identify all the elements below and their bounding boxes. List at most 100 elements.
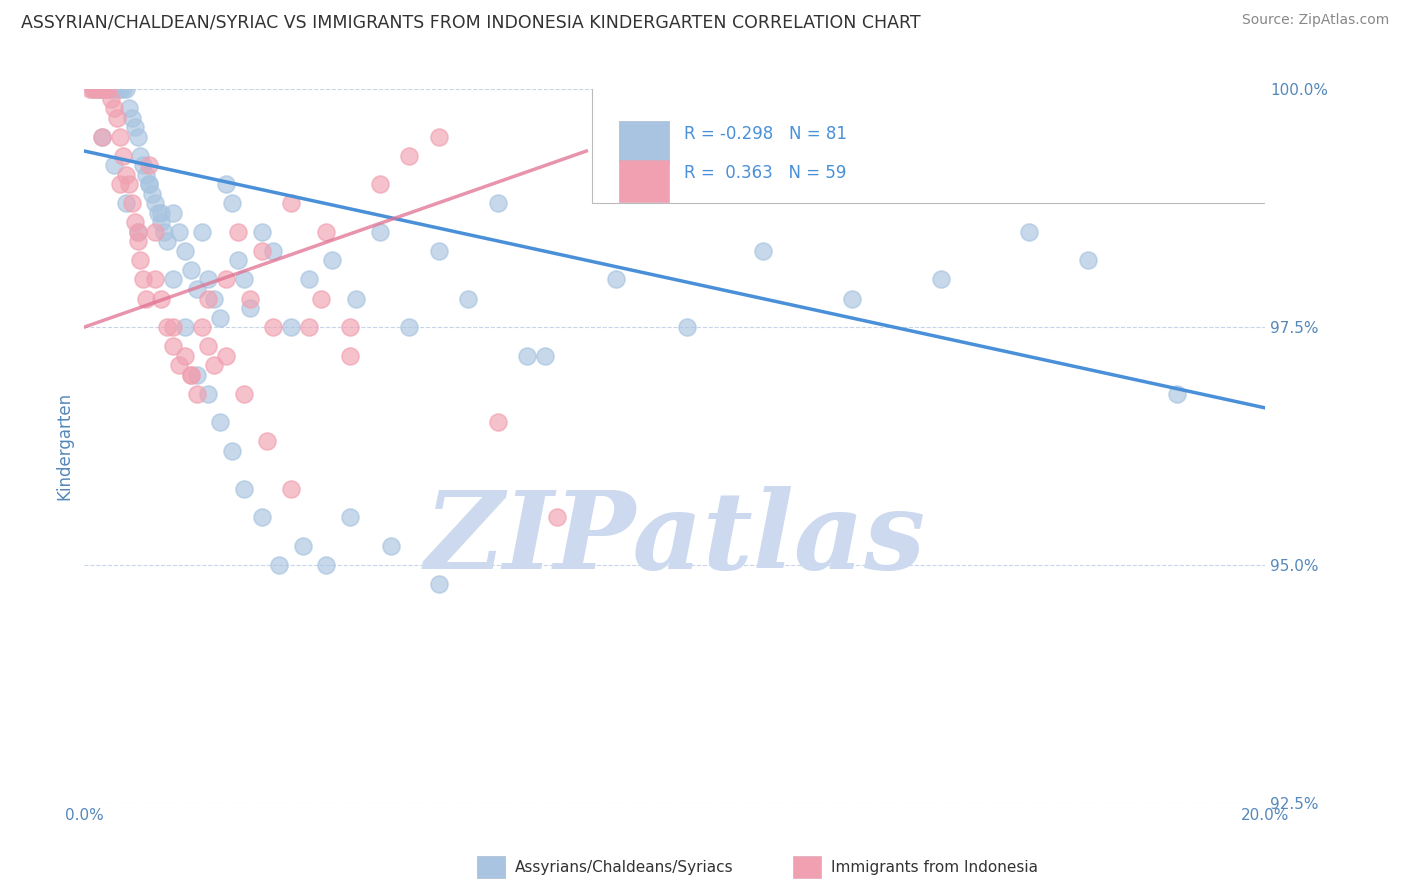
Point [675, 320, 697, 334]
Point [339, 320, 361, 334]
Point [929, 272, 952, 286]
Point [180, 368, 202, 382]
Point [215, 178, 238, 192]
Text: ZIPatlas: ZIPatlas [425, 486, 925, 591]
Point [148, 206, 170, 220]
Point [250, 225, 273, 239]
Point [197, 272, 219, 286]
Point [298, 320, 321, 334]
Point [167, 225, 190, 239]
Point [135, 168, 157, 182]
Point [97, 82, 120, 96]
FancyBboxPatch shape [620, 160, 669, 202]
Point [202, 292, 225, 306]
Point [256, 434, 278, 449]
Point [156, 320, 179, 334]
Point [250, 244, 273, 258]
Point [132, 272, 155, 286]
Point [91, 129, 114, 144]
Point [239, 301, 262, 315]
Point [309, 292, 332, 306]
Point [150, 206, 173, 220]
Point [87, 82, 111, 96]
Point [262, 244, 284, 258]
Point [486, 415, 509, 429]
Point [105, 82, 128, 96]
Point [262, 320, 284, 334]
Point [344, 292, 367, 306]
Point [127, 225, 149, 239]
Point [87, 82, 111, 96]
Point [226, 225, 249, 239]
Point [162, 272, 184, 286]
Point [105, 111, 128, 125]
Point [427, 129, 450, 144]
Point [752, 244, 775, 258]
Point [79, 82, 101, 96]
Point [280, 320, 302, 334]
Point [380, 539, 402, 553]
Point [226, 253, 249, 268]
Point [162, 320, 184, 334]
Point [221, 443, 243, 458]
Point [232, 272, 254, 286]
Point [103, 82, 125, 96]
Point [162, 339, 184, 353]
Point [173, 349, 195, 363]
Point [84, 82, 107, 96]
Point [173, 320, 195, 334]
Text: Immigrants from Indonesia: Immigrants from Indonesia [831, 861, 1038, 875]
Point [186, 368, 208, 382]
Point [215, 349, 238, 363]
Point [173, 244, 195, 258]
Point [124, 120, 146, 135]
Point [1018, 225, 1040, 239]
Point [108, 129, 131, 144]
Point [143, 272, 166, 286]
Point [291, 539, 314, 553]
Point [197, 339, 219, 353]
Point [143, 196, 166, 211]
Point [298, 272, 321, 286]
Point [215, 272, 238, 286]
Point [156, 235, 179, 249]
Point [516, 349, 538, 363]
Point [127, 129, 149, 144]
Point [269, 558, 291, 572]
Point [191, 320, 214, 334]
Point [94, 82, 117, 96]
Point [167, 358, 190, 372]
Point [91, 82, 114, 96]
Point [82, 82, 104, 96]
Point [129, 253, 152, 268]
Point [457, 292, 479, 306]
Text: Source: ZipAtlas.com: Source: ZipAtlas.com [1241, 13, 1389, 28]
Point [232, 482, 254, 496]
FancyBboxPatch shape [592, 86, 1271, 203]
Point [180, 368, 202, 382]
Point [124, 215, 146, 229]
Point [121, 111, 143, 125]
Point [127, 235, 149, 249]
Point [315, 225, 337, 239]
Point [108, 82, 131, 96]
Point [339, 349, 361, 363]
Point [186, 386, 208, 401]
Point [150, 292, 173, 306]
FancyBboxPatch shape [620, 121, 669, 163]
Point [209, 415, 232, 429]
Point [103, 158, 125, 172]
Point [121, 196, 143, 211]
Point [91, 129, 114, 144]
Point [114, 196, 136, 211]
Point [127, 225, 149, 239]
Point [427, 244, 450, 258]
Point [111, 82, 134, 96]
Point [280, 482, 302, 496]
Point [605, 272, 627, 286]
Point [135, 292, 157, 306]
Point [315, 558, 337, 572]
Point [280, 196, 302, 211]
Point [368, 225, 391, 239]
Point [138, 178, 160, 192]
